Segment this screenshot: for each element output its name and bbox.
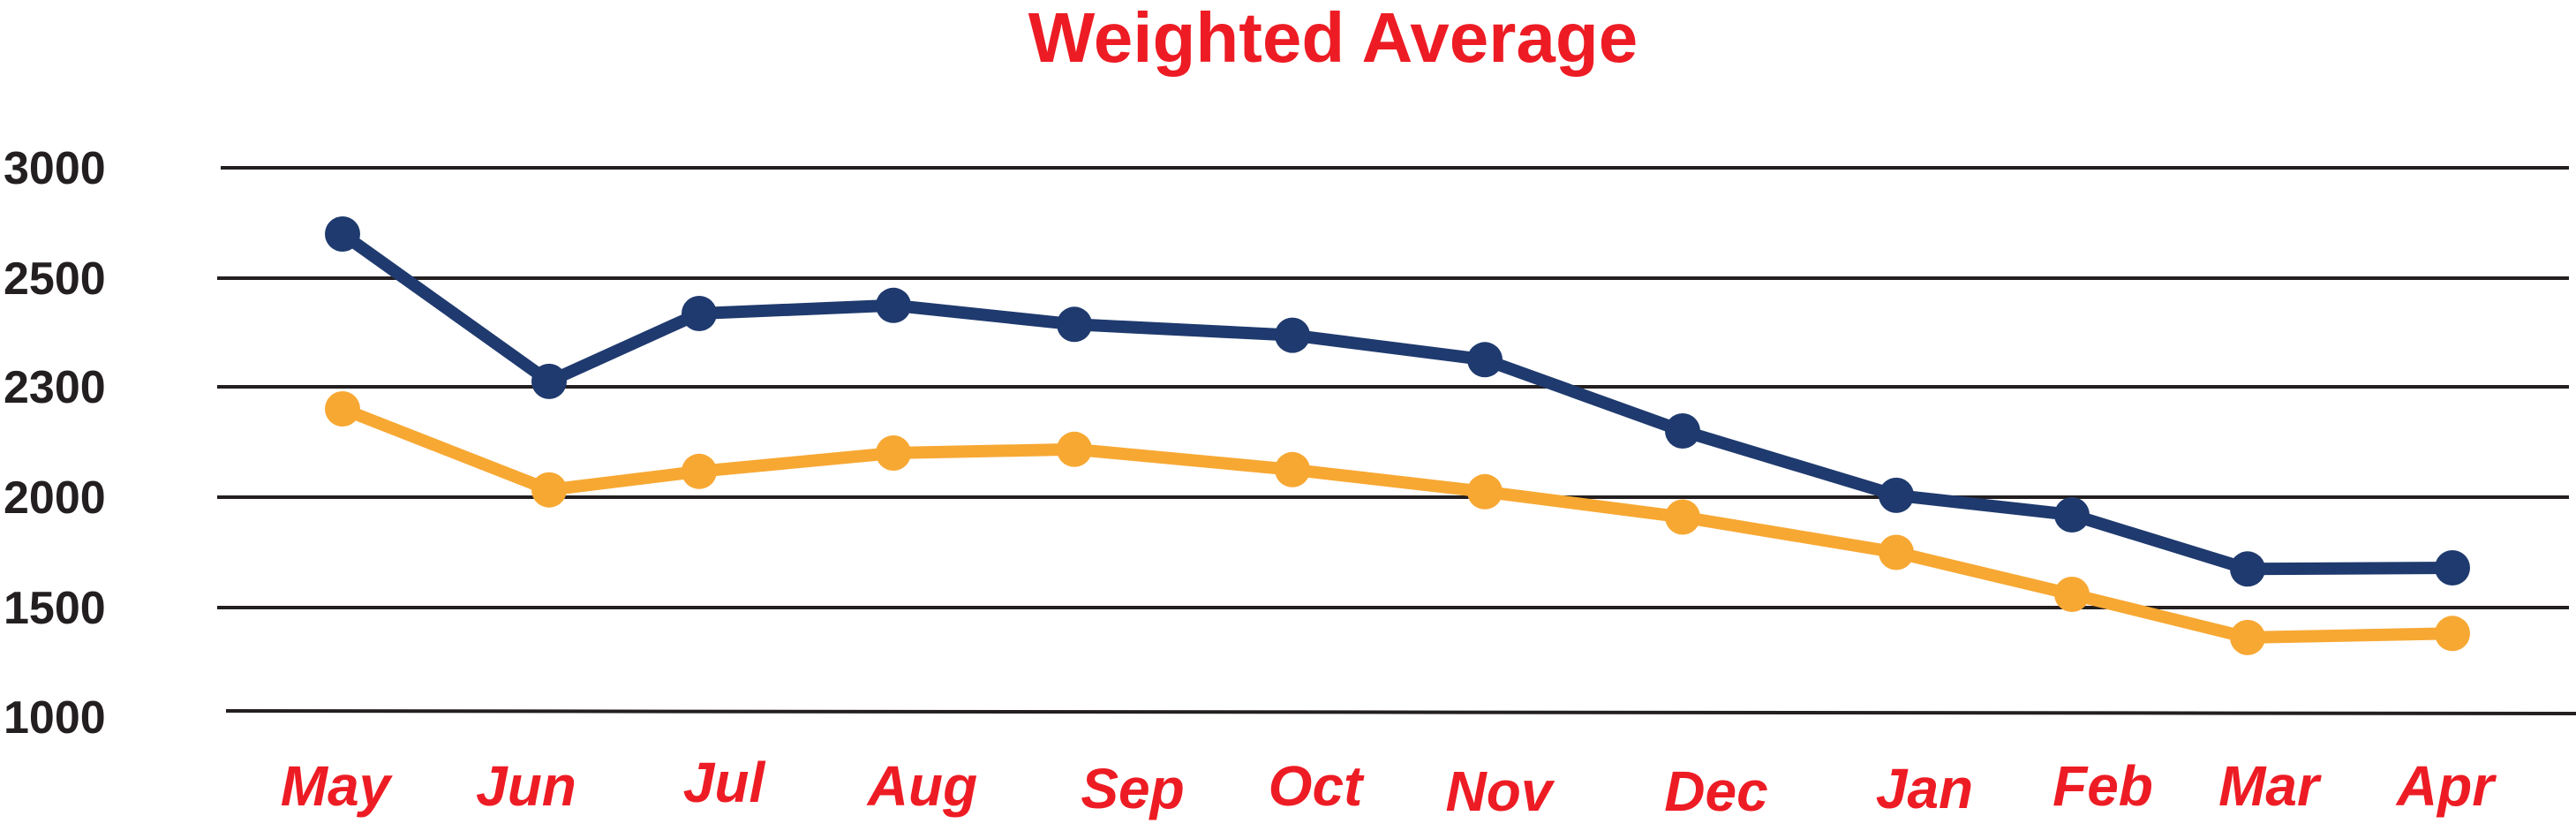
data-point xyxy=(2435,550,2470,585)
x-axis-ticks: May Jun Jul Aug Sep Oct Nov Dec Jan Feb … xyxy=(281,751,2497,823)
x-tick-label: Feb xyxy=(2053,754,2153,818)
data-point xyxy=(682,296,717,331)
data-point xyxy=(1665,499,1700,535)
data-point xyxy=(1057,431,1092,467)
data-point xyxy=(325,391,360,427)
y-tick-label: 2500 xyxy=(4,253,106,305)
x-tick-label: Jul xyxy=(683,751,766,814)
series-layer xyxy=(325,216,2470,655)
x-tick-label: Apr xyxy=(2395,754,2497,818)
gridline xyxy=(225,709,2576,715)
data-point xyxy=(1467,342,1503,378)
data-point xyxy=(2230,551,2265,587)
x-tick-label: May xyxy=(281,754,394,818)
grid-lines xyxy=(217,166,2576,715)
y-tick-label: 2300 xyxy=(4,362,106,413)
data-point xyxy=(1665,413,1700,449)
x-tick-label: Jan xyxy=(1876,757,1973,820)
data-point xyxy=(1467,473,1503,510)
data-point xyxy=(1879,477,1914,513)
data-point xyxy=(1275,317,1310,353)
data-point xyxy=(682,453,717,489)
data-point xyxy=(876,435,911,471)
series-2 xyxy=(325,391,2470,655)
x-tick-label: Sep xyxy=(1081,757,1184,820)
data-point xyxy=(531,472,567,508)
data-point xyxy=(531,363,567,399)
data-point xyxy=(2054,497,2090,533)
x-tick-label: Jun xyxy=(476,754,576,818)
data-point xyxy=(1057,306,1092,343)
data-point xyxy=(876,287,911,323)
chart-title: Weighted Average xyxy=(1028,0,1638,77)
data-point xyxy=(2054,577,2090,612)
x-tick-label: Aug xyxy=(866,754,977,818)
series-line xyxy=(340,403,2453,644)
series-line xyxy=(338,229,2453,576)
x-tick-label: Nov xyxy=(1446,759,1555,823)
y-tick-label: 2000 xyxy=(4,472,106,524)
y-tick-label: 1500 xyxy=(4,583,106,634)
x-tick-label: Mar xyxy=(2218,754,2322,818)
data-point xyxy=(1275,451,1310,487)
data-point xyxy=(2435,616,2470,652)
x-tick-label: Dec xyxy=(1664,759,1767,823)
series-1 xyxy=(325,216,2470,587)
y-tick-label: 1000 xyxy=(4,692,106,744)
data-point xyxy=(1879,534,1914,570)
y-axis-ticks: 3000 2500 2300 2000 1500 1000 xyxy=(4,143,106,744)
x-tick-label: Oct xyxy=(1269,754,1365,818)
data-point xyxy=(325,216,360,252)
y-tick-label: 3000 xyxy=(4,143,106,194)
data-point xyxy=(2230,619,2265,655)
